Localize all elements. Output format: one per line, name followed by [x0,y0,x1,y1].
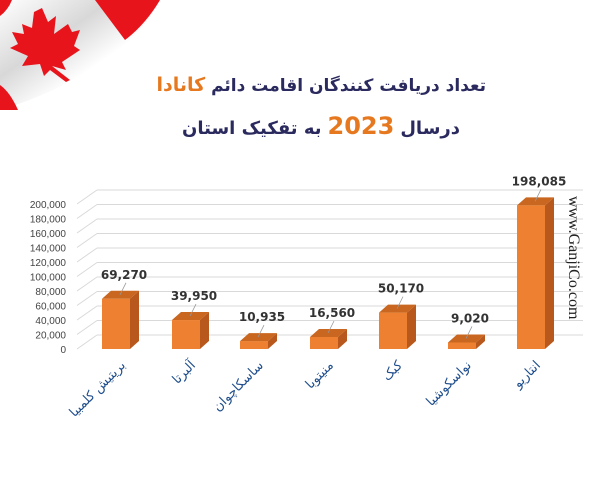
x-category-label: انتاریو [510,358,544,392]
gridline-depth [76,233,98,248]
y-tick-label: 100,000 [30,273,67,284]
bar-value-label: 198,085 [512,174,567,188]
gridline-depth [76,291,98,306]
bar: 198,085 [512,174,567,349]
chart-subtitle: درسال2023به تفکیک استان [182,112,460,140]
gridline-depth [76,305,98,321]
y-tick-label: 120,000 [30,258,67,269]
y-tick-label: 80,000 [35,287,66,298]
bar-value-label: 69,270 [101,268,147,282]
watermark: www.GanjiCo.com [562,196,586,346]
x-category-label: بریتیش کلمبیا [67,358,129,420]
y-tick-label: 140,000 [30,244,67,255]
gridline-depth [76,204,98,219]
y-tick-label: 200,000 [30,200,67,211]
y-tick-label: 160,000 [30,229,67,240]
bar: 69,270 [101,268,147,349]
y-tick-label: 0 [60,345,66,356]
x-category-label: آلبرتا [168,356,200,388]
y-tick-label: 40,000 [35,316,66,327]
maple-leaf-icon [10,8,80,82]
x-axis: بریتیش کلمبیا آلبرتا ساسکاچوان منیتوبا کبک نو… [67,356,544,420]
chart-title: تعداد دریافت کنندگان اقامت دائم کانادا [156,74,486,96]
y-tick-label: 180,000 [30,215,67,226]
x-category-label: کبک [380,358,407,385]
bar-value-label: 9,020 [451,311,489,325]
x-category-label: ساسکاچوان [210,358,266,414]
y-tick-label: 20,000 [35,331,66,342]
subtitle-prefix: درسال [400,118,460,139]
bar-value-label: 39,950 [171,289,217,303]
gridline-depth [76,276,98,292]
gridline-depth [76,262,98,277]
x-category-label: نواسکوشیا [424,358,475,409]
canada-flag-image [0,0,160,110]
bar-value-label: 16,560 [309,306,355,320]
bar: 50,170 [378,282,424,349]
gridline-depth [76,218,98,234]
title-prefix: تعداد دریافت کنندگان اقامت دائم [211,76,486,96]
y-tick-label: 60,000 [35,302,66,313]
bar-value-label: 50,170 [378,282,424,296]
title-highlight: کانادا [156,74,206,96]
gridline-depth [76,247,98,263]
bar: 9,020 [448,311,489,349]
gridline-depth [76,334,98,350]
x-category-label: منیتوبا [303,358,337,392]
chart-bars: 69,270 39,950 10,935 16,560 50,170 9,020 198,0… [101,174,566,349]
watermark-text: www.GanjiCo.com [565,196,582,320]
subtitle-suffix: به تفکیک استان [182,118,322,139]
subtitle-year: 2023 [327,112,395,140]
bar: 10,935 [239,310,285,349]
gridline-depth [76,189,98,205]
y-axis: 0 20,000 40,000 60,000 80,000 100,000 120,000 1… [30,200,67,356]
chart-gridlines [76,189,583,350]
bar-value-label: 10,935 [239,310,285,324]
bar: 16,560 [309,306,355,349]
bar: 39,950 [171,289,217,349]
gridline-depth [76,320,98,335]
